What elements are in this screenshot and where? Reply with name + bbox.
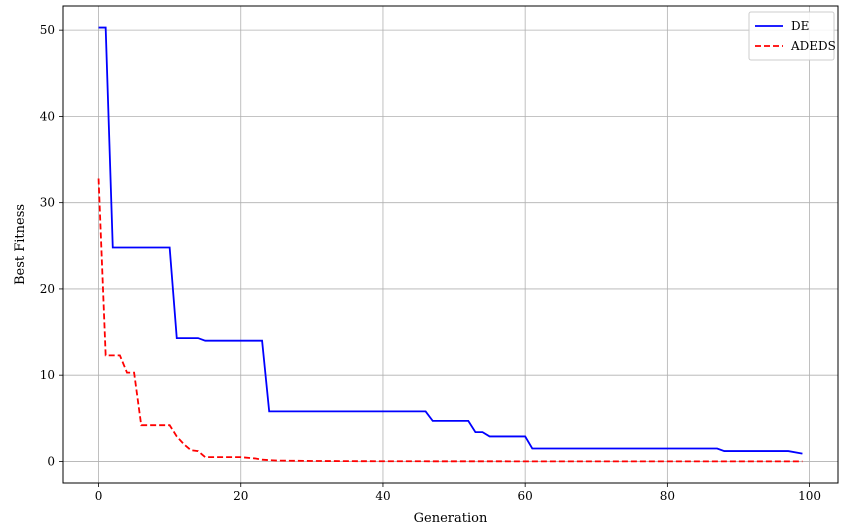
series-line-de <box>98 26 803 455</box>
series-layer <box>97 26 803 463</box>
legend-box <box>748 11 835 61</box>
y-tick-label: 0 <box>47 454 55 468</box>
y-tick-label: 50 <box>40 23 55 37</box>
y-tick-label: 30 <box>40 196 55 210</box>
y-axis-label: Best Fitness <box>13 204 28 285</box>
y-tick-label: 40 <box>40 109 55 123</box>
plot-frame <box>62 5 839 484</box>
x-axis-label: Generation <box>414 511 488 526</box>
series-line-adeds <box>97 178 803 463</box>
grid <box>63 6 838 483</box>
legend-label-de: DE <box>791 19 809 33</box>
y-tick-label: 10 <box>40 368 55 382</box>
y-tick-label: 20 <box>40 282 55 296</box>
x-tick-label: 20 <box>233 489 248 503</box>
x-tick-label: 40 <box>375 489 390 503</box>
axis-ticks: 0 20 40 60 80 100 0 10 20 30 40 50 <box>40 23 821 503</box>
x-tick-label: 0 <box>95 489 103 503</box>
legend: DE ADEDS <box>748 11 836 61</box>
x-tick-label: 60 <box>518 489 533 503</box>
legend-label-adeds: ADEDS <box>790 39 836 53</box>
x-tick-label: 100 <box>798 489 821 503</box>
x-tick-label: 80 <box>660 489 675 503</box>
